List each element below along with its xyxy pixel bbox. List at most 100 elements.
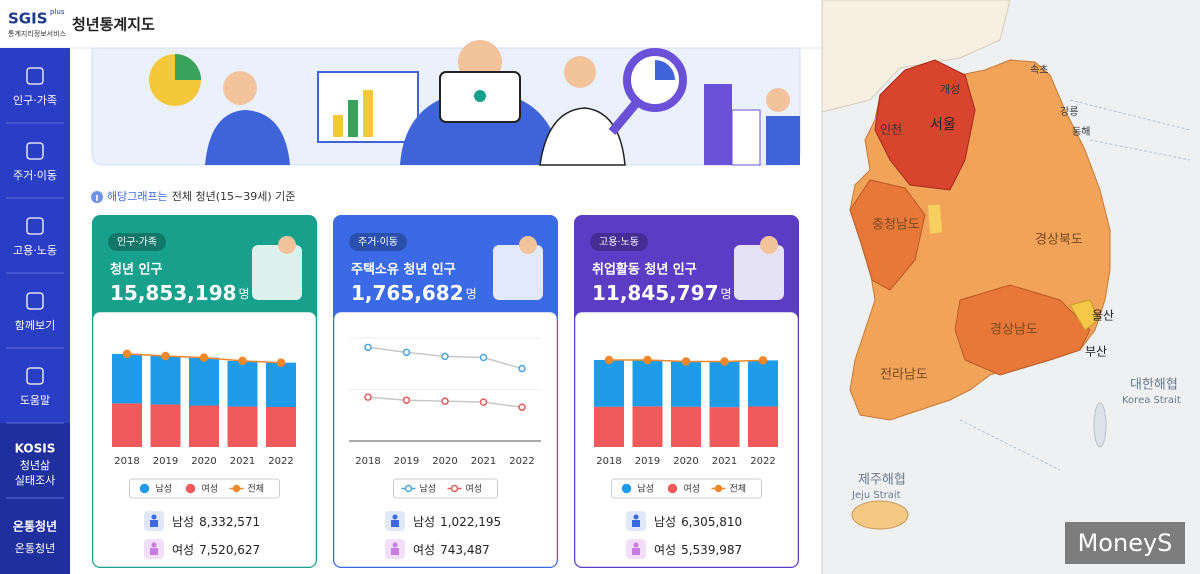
point xyxy=(518,364,526,373)
legend-marker xyxy=(232,484,241,493)
legend-marker xyxy=(667,483,678,494)
map[interactable]: 개성 서울 인천 속초 강릉 동해 경상북도 충청남도 경상남도 전라남도 울산… xyxy=(821,0,1200,574)
map-label: 대한해협 xyxy=(1130,378,1178,393)
summary-label: 남성 xyxy=(172,515,194,529)
bar-segment xyxy=(150,356,181,405)
point xyxy=(441,352,449,361)
summary-icon-body xyxy=(391,548,399,555)
sidebar-item[interactable]: 함께보기 xyxy=(15,319,55,332)
legend-label: 남성 xyxy=(638,484,655,495)
x-tick-label: 2022 xyxy=(509,456,534,467)
x-tick-label: 2018 xyxy=(596,456,621,467)
point xyxy=(199,353,209,362)
x-tick-label: 2021 xyxy=(230,456,255,467)
card-illustration xyxy=(493,245,543,300)
logo[interactable]: SGIS xyxy=(8,10,48,28)
legend-marker xyxy=(404,484,413,493)
point xyxy=(518,403,526,411)
bar-segment xyxy=(748,360,778,407)
bar-segment xyxy=(709,361,740,408)
summary-label: 남성 xyxy=(413,515,435,529)
summary-value: 6,305,810 xyxy=(681,515,742,529)
summary-label: 여성 xyxy=(654,543,676,557)
ontong-logo[interactable]: 온통청년 xyxy=(13,519,57,534)
summary-icon-body xyxy=(150,548,158,555)
map-label: 서울 xyxy=(930,117,956,133)
sidebar-item[interactable]: 인구·가족 xyxy=(13,94,57,107)
legend-label: 전체 xyxy=(730,484,747,495)
tag-pill xyxy=(590,233,648,251)
card-tag: 주거·이동 xyxy=(358,236,398,248)
map-label: 부산 xyxy=(1085,345,1107,359)
map-label: 충청남도 xyxy=(872,218,920,233)
card-total: 15,853,198 명 xyxy=(110,281,250,305)
legend xyxy=(611,478,762,499)
bar-segment xyxy=(189,405,219,447)
bar-segment xyxy=(594,359,624,407)
note-highlight: 해당그래프는 xyxy=(107,189,168,203)
bar-segment xyxy=(189,357,219,406)
bar-segment xyxy=(671,406,701,447)
x-tick-label: 2020 xyxy=(191,456,216,467)
point xyxy=(604,355,614,365)
x-tick-label: 2022 xyxy=(268,456,293,467)
legend-marker xyxy=(621,483,632,494)
map-label: 동해 xyxy=(1072,125,1090,138)
summary-label: 여성 xyxy=(413,543,435,557)
x-tick-label: 2019 xyxy=(635,456,660,467)
card-total: 1,765,682 명 xyxy=(351,281,477,305)
point xyxy=(758,356,768,365)
legend-label: 남성 xyxy=(420,484,437,495)
summary-icon-head xyxy=(392,542,398,548)
point xyxy=(479,398,488,406)
x-tick-label: 2018 xyxy=(114,456,139,467)
kosis-line[interactable]: 청년삶 xyxy=(20,459,50,472)
card-tag: 인구·가족 xyxy=(117,236,157,248)
legend-marker xyxy=(185,483,196,494)
sidebar-item[interactable]: 도움말 xyxy=(20,394,50,407)
kosis-line[interactable]: 실태조사 xyxy=(15,474,55,487)
tag-pill xyxy=(349,233,407,251)
card-illustration xyxy=(252,245,302,300)
ontong-label[interactable]: 온통청년 xyxy=(15,542,55,555)
bar-segment xyxy=(266,362,296,408)
page-title: 청년통계지도 xyxy=(72,16,155,34)
legend-label: 남성 xyxy=(156,484,173,495)
x-tick-label: 2020 xyxy=(432,456,457,467)
summary: 남성 6,305,810 xyxy=(654,515,742,529)
summary-value: 5,539,987 xyxy=(681,543,742,557)
point xyxy=(364,393,372,401)
point xyxy=(402,396,411,404)
point xyxy=(402,348,411,357)
bar-segment xyxy=(594,406,624,447)
tag-pill xyxy=(108,233,166,251)
card-illustration xyxy=(278,236,296,254)
sidebar-icon xyxy=(26,367,44,385)
summary-value: 1,022,195 xyxy=(440,515,501,529)
bar-segment xyxy=(671,361,701,407)
total-unit: 명 xyxy=(466,287,477,301)
x-tick-label: 2019 xyxy=(153,456,178,467)
kosis-logo[interactable]: KOSIS xyxy=(15,442,56,456)
summary-label: 여성 xyxy=(172,543,194,557)
watermark: MoneyS xyxy=(1078,529,1173,557)
note-text: 전체 청년(15~39세) 기준 xyxy=(172,190,296,203)
bar-segment xyxy=(227,360,258,407)
card-panel xyxy=(333,311,558,568)
sidebar-item[interactable]: 주거·이동 xyxy=(13,169,57,182)
legend-marker xyxy=(139,483,150,494)
point xyxy=(681,357,691,366)
card-illustration xyxy=(760,236,778,254)
note: 해당그래프는 전체 청년(15~39세) 기준 xyxy=(107,189,295,203)
sidebar-item[interactable]: 고용·노동 xyxy=(13,244,57,257)
point xyxy=(276,358,286,367)
point xyxy=(479,353,488,362)
summary: 여성 7,520,627 xyxy=(172,543,260,557)
sidebar-icon xyxy=(26,292,44,310)
total-unit: 명 xyxy=(721,287,732,301)
summary-icon-head xyxy=(633,542,639,548)
x-tick-label: 2019 xyxy=(394,456,419,467)
summary: 남성 8,332,571 xyxy=(172,515,260,529)
